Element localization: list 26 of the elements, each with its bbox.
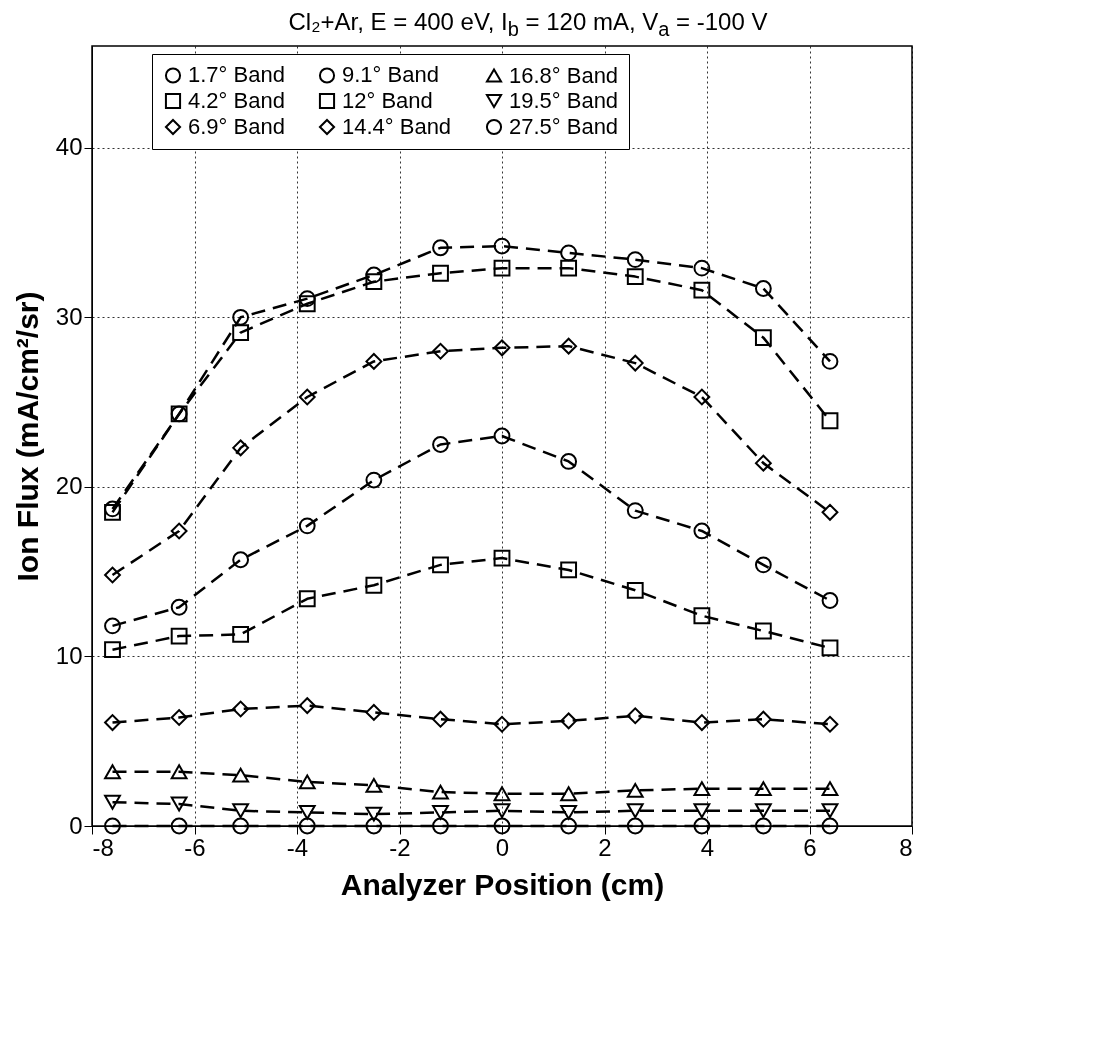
legend-label: 14.4° Band (342, 113, 452, 139)
x-tick-label: 6 (803, 833, 817, 861)
chart-title: Cl₂+Ar, E = 400 eV, I$_{b}$ = 120 mA, V$_{a}$ = -100 V (287, 8, 769, 41)
y-tick-label: 40 (55, 133, 83, 161)
legend-label: 9.1° Band (342, 62, 439, 88)
x-axis-title: Analyzer Position (cm) (340, 867, 665, 901)
y-axis-title: Ion Flux (mA/cm²/sr) (10, 291, 44, 582)
legend-label: 27.5° Band (509, 113, 619, 139)
x-tick-label: -8 (92, 833, 114, 861)
legend-label: 16.8° Band (509, 62, 619, 88)
y-tick-label: 20 (55, 472, 83, 500)
x-tick-label: -4 (286, 833, 309, 861)
x-tick-label: 2 (598, 833, 612, 861)
legend-label: 1.7° Band (188, 62, 285, 88)
x-tick-label: 0 (495, 833, 510, 861)
legend-label: 19.5° Band (509, 87, 619, 113)
x-tick-label: 8 (899, 833, 913, 861)
y-tick-label: 30 (55, 302, 83, 330)
legend-label: 12° Band (342, 87, 433, 113)
y-tick-label: 10 (55, 641, 83, 669)
y-tick-label: 0 (69, 811, 83, 839)
legend-label: 6.9° Band (188, 113, 285, 139)
x-tick-label: -6 (184, 833, 206, 861)
x-tick-label: 4 (700, 833, 715, 861)
x-tick-label: -2 (389, 833, 411, 861)
legend-label: 4.2° Band (188, 87, 285, 113)
